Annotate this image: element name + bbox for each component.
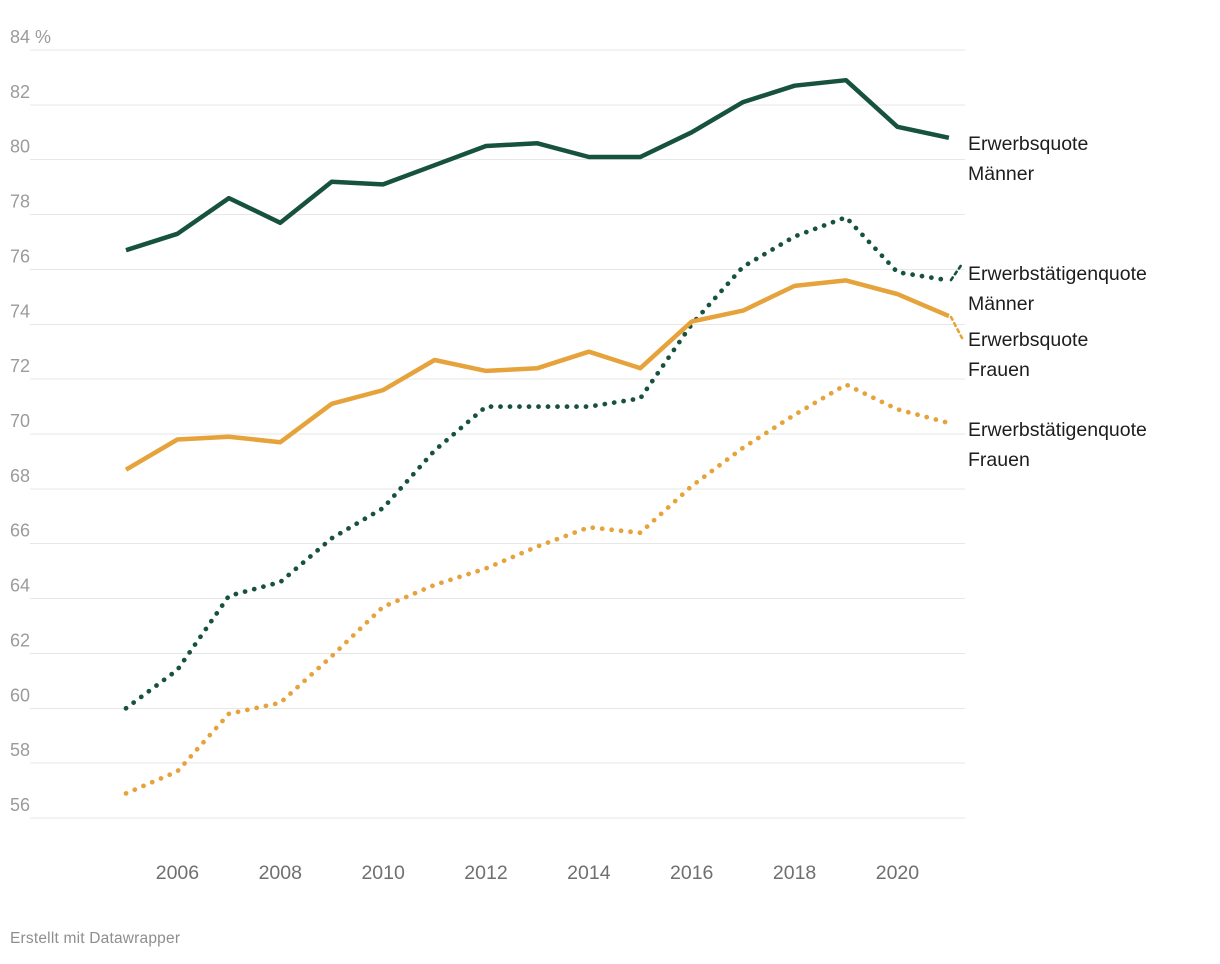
series-label-line: Männer [968,163,1035,185]
series-label-line: Erwerbstätigenquote [968,263,1147,285]
x-tick-label-2012: 2012 [464,862,507,884]
y-tick-label-60: 60 [10,685,30,705]
x-tick-label-2010: 2010 [361,862,405,884]
y-tick-label-70: 70 [10,411,30,431]
y-tick-label-78: 78 [10,192,30,212]
series-label-line: Frauen [968,359,1030,381]
y-tick-label-58: 58 [10,740,30,760]
x-tick-label-2016: 2016 [670,862,713,884]
x-tick-label-2008: 2008 [259,862,302,884]
label-connector-erwerbsquote-frauen [949,315,964,340]
y-tick-label-84: 84 % [10,27,51,47]
x-tick-label-2018: 2018 [773,862,816,884]
y-tick-label-74: 74 [10,301,30,321]
series-label-line: Erwerbsquote [968,329,1088,351]
series-label-erwerbstaetigenquote-frauen: Erwerbstätigenquote Frauen [968,419,1147,471]
y-tick-label-76: 76 [10,246,30,266]
series-label-line: Erwerbsquote [968,133,1088,155]
series-label-line: Erwerbstätigenquote [968,419,1147,441]
series-label-erwerbstaetigenquote-maenner: Erwerbstätigenquote Männer [968,263,1147,315]
x-tick-label-2014: 2014 [567,862,611,884]
y-tick-label-56: 56 [10,795,30,815]
y-tick-label-66: 66 [10,521,30,541]
series-label-erwerbsquote-maenner: Erwerbsquote Männer [968,133,1088,185]
x-axis-labels: 2006 2008 2010 2012 2014 2016 2018 2020 [156,862,920,884]
series-label-erwerbsquote-frauen: Erwerbsquote Frauen [968,329,1088,381]
series-line-erwerbstaetigenquote-maenner[interactable] [123,214,952,711]
y-tick-label-72: 72 [10,356,30,376]
series-label-line: Männer [968,293,1035,315]
y-tick-label-68: 68 [10,466,30,486]
series-line-erwerbstaetigenquote-frauen[interactable] [123,382,952,796]
y-tick-label-62: 62 [10,630,30,650]
y-tick-label-80: 80 [10,137,30,157]
series-line-erwerbsquote-frauen[interactable] [124,278,950,472]
y-tick-label-82: 82 [10,82,30,102]
footer-credit-link[interactable]: Erstellt mit Datawrapper [10,930,181,947]
x-tick-label-2020: 2020 [876,862,920,884]
label-connector-erwerbstaetigenquote-maenner [949,262,964,282]
y-axis-labels: 84 % 82 80 78 76 74 72 70 68 66 64 62 60 58 56 [10,27,51,815]
series-line-erwerbsquote-maenner[interactable] [125,77,950,253]
y-tick-label-64: 64 [10,576,30,596]
series-label-line: Frauen [968,449,1030,471]
gridlines [30,49,965,819]
x-tick-label-2006: 2006 [156,862,199,884]
